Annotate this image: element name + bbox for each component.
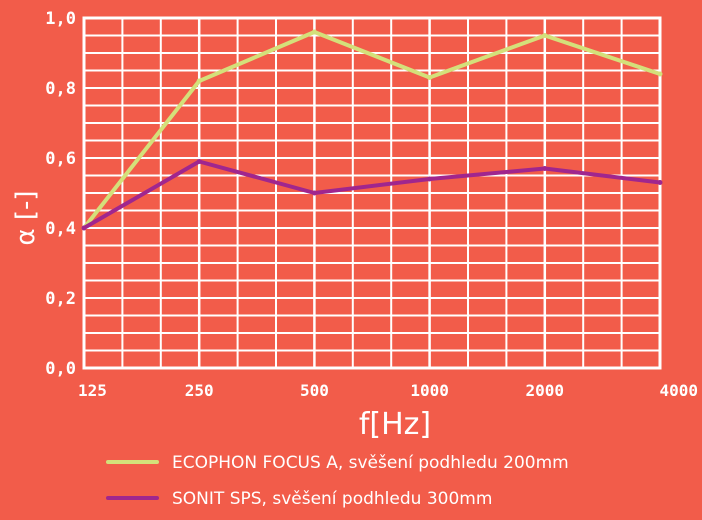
x-tick-labels: 125 250 500 1000 2000 4000 [78,381,698,400]
y-tick-label: 1,0 [45,9,76,29]
data-point [657,180,663,185]
data-point [311,190,317,196]
x-tick-label: 250 [185,381,214,400]
series-line-2 [82,159,662,230]
x-axis-label: f[Hz] [359,407,431,442]
series-layer [81,29,663,231]
data-point [427,176,433,182]
data-point [196,159,202,164]
y-tick-label: 0,4 [45,219,76,239]
data-point [657,71,663,77]
x-tick-label: 1000 [410,381,449,400]
chart-grid [84,18,660,368]
y-tick-label: 0,8 [45,79,76,99]
data-point [542,166,548,171]
series-line-1 [82,30,662,230]
plot-frame [82,16,662,370]
data-point [542,33,548,38]
y-tick-label: 0,0 [45,359,76,379]
legend-label: ECOPHON FOCUS A, svěšení podhledu 200mm [172,453,569,473]
x-tick-label: 125 [78,381,107,400]
x-tick-label: 2000 [526,381,565,400]
x-tick-label: 500 [300,381,329,400]
y-axis-label: α [-] [11,190,41,245]
data-point [427,75,433,80]
data-point [81,225,87,231]
legend: ECOPHON FOCUS A, svěšení podhledu 200mm S… [106,453,569,509]
legend-label: SONIT SPS, svěšení podhledu 300mm [172,489,492,509]
y-tick-labels: 0,0 0,2 0,4 0,6 0,8 1,0 [45,9,76,379]
y-tick-label: 0,2 [45,289,76,309]
y-tick-label: 0,6 [45,149,76,169]
data-point [196,78,202,84]
x-tick-label: 4000 [659,381,698,400]
data-point [311,29,317,35]
